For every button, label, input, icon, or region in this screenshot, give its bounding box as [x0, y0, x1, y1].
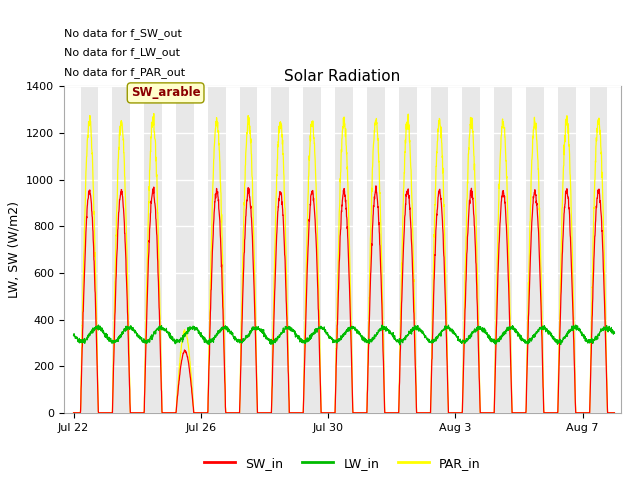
Bar [226, 86, 232, 413]
Bar [512, 86, 519, 413]
Bar [575, 86, 582, 413]
Legend: SW_in, LW_in, PAR_in: SW_in, LW_in, PAR_in [199, 452, 486, 475]
Bar [449, 86, 455, 413]
Bar [582, 86, 589, 413]
Bar [360, 86, 367, 413]
Y-axis label: LW, SW (W/m2): LW, SW (W/m2) [8, 201, 20, 298]
Bar [424, 86, 431, 413]
Bar [551, 86, 558, 413]
Bar [487, 86, 494, 413]
Bar [519, 86, 526, 413]
Bar [353, 86, 360, 413]
Bar [367, 86, 385, 413]
Bar [607, 86, 614, 413]
Bar [544, 86, 551, 413]
Bar [113, 86, 130, 413]
Bar [494, 86, 512, 413]
Bar [106, 86, 113, 413]
Bar [417, 86, 424, 413]
Bar [99, 86, 106, 413]
Bar [480, 86, 487, 413]
Bar [130, 86, 137, 413]
Bar [526, 86, 544, 413]
Bar [264, 86, 271, 413]
Bar [169, 86, 176, 413]
Bar [303, 86, 321, 413]
Bar [81, 86, 99, 413]
Bar [455, 86, 462, 413]
Bar [328, 86, 335, 413]
Bar [271, 86, 289, 413]
Bar [208, 86, 226, 413]
Bar [558, 86, 575, 413]
Bar [74, 86, 81, 413]
Bar [176, 86, 194, 413]
Bar [257, 86, 264, 413]
Text: No data for f_LW_out: No data for f_LW_out [64, 47, 180, 58]
Bar [431, 86, 449, 413]
Bar [137, 86, 144, 413]
Bar [385, 86, 392, 413]
Bar [321, 86, 328, 413]
Bar [201, 86, 208, 413]
Bar [232, 86, 239, 413]
Bar [392, 86, 399, 413]
Bar [296, 86, 303, 413]
Bar [194, 86, 201, 413]
Bar [289, 86, 296, 413]
Bar [144, 86, 162, 413]
Bar [335, 86, 353, 413]
Text: No data for f_SW_out: No data for f_SW_out [64, 28, 182, 38]
Bar [162, 86, 169, 413]
Bar [239, 86, 257, 413]
Text: SW_arable: SW_arable [131, 86, 200, 99]
Bar [399, 86, 417, 413]
Bar [607, 86, 614, 413]
Title: Solar Radiation: Solar Radiation [284, 69, 401, 84]
Text: No data for f_PAR_out: No data for f_PAR_out [64, 67, 185, 78]
Bar [589, 86, 607, 413]
Bar [462, 86, 480, 413]
